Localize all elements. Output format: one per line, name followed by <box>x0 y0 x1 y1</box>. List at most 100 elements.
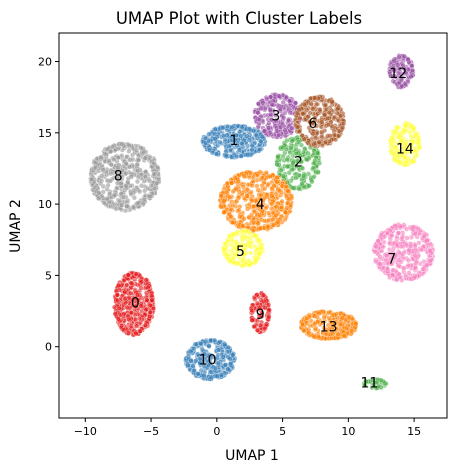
scatter-point <box>247 126 253 132</box>
scatter-point <box>334 110 340 116</box>
scatter-point <box>254 292 260 298</box>
scatter-point <box>141 149 147 155</box>
x-tick-label: 15 <box>407 425 421 438</box>
scatter-point <box>266 314 272 320</box>
scatter-point <box>136 157 142 163</box>
scatter-point <box>138 172 144 178</box>
scatter-point <box>254 327 260 333</box>
scatter-point <box>209 150 216 156</box>
scatter-point <box>248 240 254 246</box>
scatter-point <box>286 118 292 124</box>
scatter-point <box>394 277 400 283</box>
scatter-point <box>266 210 272 216</box>
scatter-point <box>293 151 300 157</box>
scatter-point <box>416 137 422 143</box>
scatter-point <box>300 165 306 171</box>
scatter-point <box>286 196 292 202</box>
scatter-point <box>411 275 417 281</box>
scatter-point <box>123 170 129 177</box>
scatter-point <box>193 341 200 347</box>
scatter-point <box>384 230 390 236</box>
cluster-label: 12 <box>389 66 407 82</box>
scatter-point <box>257 225 263 232</box>
scatter-point <box>255 246 261 252</box>
scatter-point <box>202 339 208 345</box>
scatter-point <box>373 243 379 250</box>
scatter-point <box>248 250 254 256</box>
scatter-point <box>151 160 157 167</box>
scatter-point <box>408 73 414 79</box>
scatter-point <box>238 133 244 139</box>
scatter-point <box>135 152 142 158</box>
scatter-point <box>392 223 398 229</box>
scatter-point <box>420 266 426 272</box>
cluster-label: 13 <box>320 320 338 336</box>
scatter-point <box>294 124 301 130</box>
scatter-point <box>151 171 157 177</box>
scatter-point <box>229 154 235 160</box>
scatter-point <box>98 180 104 187</box>
scatter-point <box>223 152 229 159</box>
scatter-point <box>279 198 285 204</box>
scatter-point <box>296 139 302 145</box>
scatter-point <box>311 334 317 340</box>
scatter-point <box>147 193 153 199</box>
scatter-point <box>255 220 261 226</box>
scatter-point <box>218 204 225 210</box>
scatter-point <box>149 297 155 303</box>
scatter-point <box>295 158 301 164</box>
scatter-point <box>304 315 310 321</box>
scatter-point <box>234 142 240 149</box>
scatter-point <box>306 183 312 189</box>
scatter-point <box>257 322 264 328</box>
scatter-point <box>325 133 331 139</box>
scatter-point <box>111 304 118 310</box>
cluster-label: 6 <box>308 116 317 132</box>
scatter-point <box>111 157 117 163</box>
scatter-point <box>305 140 311 146</box>
scatter-point <box>258 105 264 111</box>
scatter-point <box>244 133 250 139</box>
scatter-point <box>195 371 201 377</box>
scatter-point <box>288 145 294 151</box>
scatter-point <box>107 178 113 184</box>
scatter-point <box>289 166 296 172</box>
scatter-point <box>349 316 355 322</box>
scatter-point <box>262 325 268 332</box>
scatter-point <box>282 217 288 223</box>
scatter-point <box>218 193 224 199</box>
scatter-point <box>128 174 134 180</box>
x-tick-label: −5 <box>143 425 159 438</box>
cluster-label: 7 <box>387 251 396 267</box>
scatter-point <box>212 136 218 142</box>
scatter-point <box>301 101 307 107</box>
scatter-point <box>275 219 281 225</box>
scatter-point <box>217 339 223 345</box>
scatter-point <box>114 297 121 304</box>
cluster-label: 9 <box>256 307 265 323</box>
scatter-point <box>244 193 250 199</box>
scatter-point <box>249 183 255 189</box>
scatter-point <box>121 311 127 317</box>
scatter-point <box>401 128 407 134</box>
scatter-point <box>251 220 257 226</box>
scatter-point <box>396 230 402 236</box>
scatter-point <box>108 171 114 177</box>
scatter-point <box>147 313 153 319</box>
scatter-point <box>137 328 143 334</box>
scatter-point <box>142 155 148 161</box>
scatter-point <box>239 237 245 243</box>
scatter-point <box>251 203 257 209</box>
scatter-point <box>108 148 114 154</box>
scatter-point <box>281 115 287 121</box>
scatter-point <box>344 325 350 331</box>
scatter-point <box>133 331 139 337</box>
scatter-point <box>116 283 122 289</box>
scatter-point <box>339 125 345 131</box>
scatter-point <box>201 373 207 379</box>
x-tick-label: 5 <box>279 425 286 438</box>
scatter-point <box>389 233 395 239</box>
scatter-point <box>148 183 154 189</box>
scatter-point <box>287 150 293 156</box>
scatter-point <box>331 132 338 138</box>
